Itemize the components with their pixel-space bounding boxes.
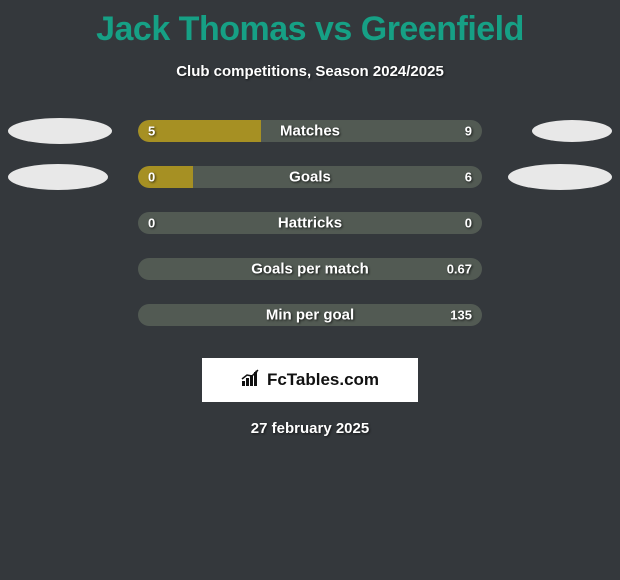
subtitle: Club competitions, Season 2024/2025 <box>0 63 620 80</box>
logo-text: FcTables.com <box>267 370 379 390</box>
stat-row: Goals per match0.67 <box>0 246 620 292</box>
bar-fill <box>138 166 193 188</box>
bar-track: Goals per match0.67 <box>138 258 482 280</box>
bar-track: 5Matches9 <box>138 120 482 142</box>
bar-track: 0Goals6 <box>138 166 482 188</box>
player-marker-left <box>8 164 108 190</box>
stat-label: Hattricks <box>138 215 482 232</box>
stat-value-left: 0 <box>148 170 155 185</box>
stat-value-right: 0 <box>465 216 472 231</box>
stat-value-right: 6 <box>465 170 472 185</box>
bar-track: 0Hattricks0 <box>138 212 482 234</box>
stat-row: Min per goal135 <box>0 292 620 338</box>
chart-icon <box>241 369 263 392</box>
player-marker-right <box>508 164 612 190</box>
stat-value-right: 135 <box>450 308 472 323</box>
stat-value-left: 0 <box>148 216 155 231</box>
stat-row: 5Matches9 <box>0 108 620 154</box>
footer-date: 27 february 2025 <box>0 420 620 437</box>
stat-value-right: 0.67 <box>447 262 472 277</box>
bar-track: Min per goal135 <box>138 304 482 326</box>
stat-value-left: 5 <box>148 124 155 139</box>
player-marker-left <box>8 118 112 144</box>
footer-logo: FcTables.com <box>202 358 418 402</box>
stat-row: 0Goals6 <box>0 154 620 200</box>
stat-label: Goals per match <box>138 261 482 278</box>
player-marker-right <box>532 120 612 142</box>
stat-row: 0Hattricks0 <box>0 200 620 246</box>
comparison-chart: 5Matches90Goals60Hattricks0Goals per mat… <box>0 108 620 338</box>
stat-value-right: 9 <box>465 124 472 139</box>
bar-fill <box>138 120 261 142</box>
page-title: Jack Thomas vs Greenfield <box>0 0 620 49</box>
stat-label: Min per goal <box>138 307 482 324</box>
